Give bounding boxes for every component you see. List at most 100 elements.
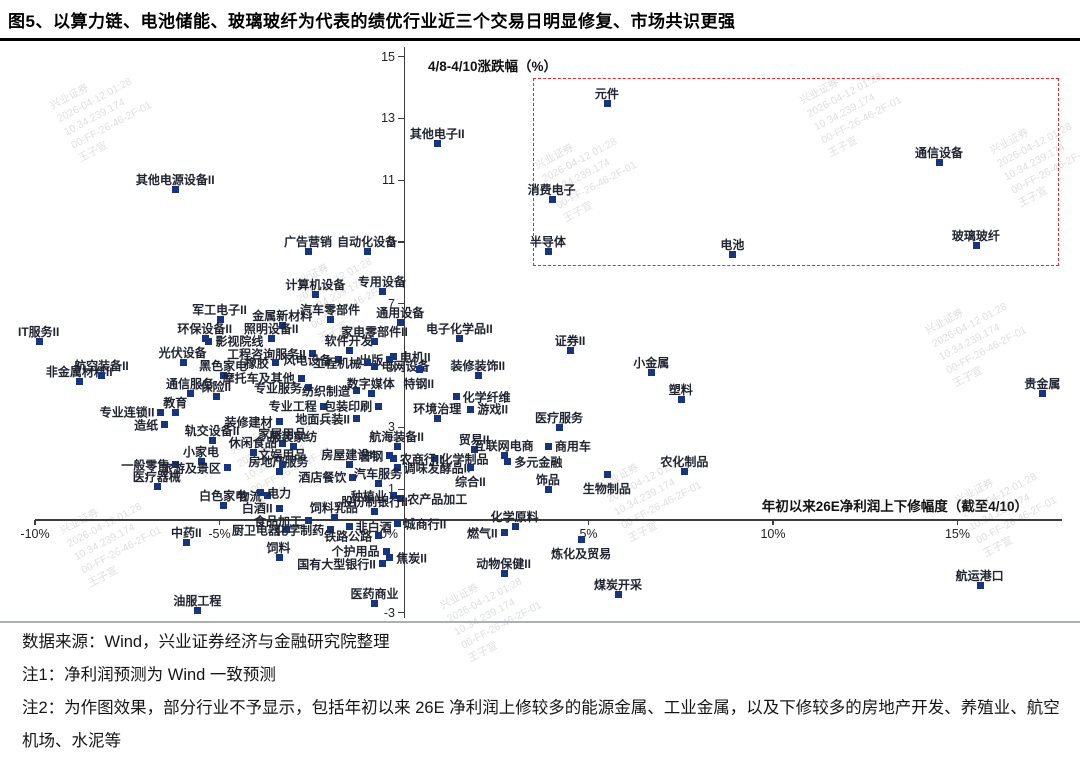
point-label: 电机II [399,350,431,365]
scatter-point [389,492,397,500]
point-label: 非金属材料II [45,364,113,379]
point-label: 一般零售 [121,458,170,473]
scatter-point [212,393,220,401]
scatter-point [467,405,475,413]
point-label: 其他电子II [409,127,465,142]
scatter-point [157,408,165,416]
scatter-point [500,452,508,460]
scatter-point [681,467,689,475]
chart-footer-divider [0,621,1080,623]
point-label: 铁路公路 [324,529,373,544]
y-tick-mark [398,179,404,181]
scatter-point [434,415,442,423]
scatter-point [205,337,213,345]
point-label: 国有大型银行II [297,557,376,572]
point-label: 特钢II [403,376,435,391]
scatter-point [603,470,611,478]
x-tick-mark [218,520,221,525]
scatter-point [183,538,191,546]
scatter-point [434,140,442,148]
point-label: 航海装备II [369,429,424,444]
point-label: 航空装备II [74,358,129,373]
point-label: 橡胶 [244,356,269,371]
scatter-point [327,526,335,534]
scatter-point [98,371,106,379]
point-label: 军工电子II [192,303,247,318]
point-label: 软件开发 [324,334,373,349]
point-label: 酒店餐饮 [298,470,347,485]
scatter-point [220,501,228,509]
point-label: 农化制品 [660,454,709,469]
scatter-point [319,402,327,410]
scatter-point [389,455,397,463]
y-tick-mark [398,426,404,428]
point-label: 服装家纺 [269,429,318,444]
point-label: 家电零部件II [341,324,408,339]
scatter-point [327,316,335,324]
y-tick-label: -3 [383,605,395,620]
scatter-point [223,464,231,472]
point-label: 贸易II [458,432,490,447]
point-label: 炼化及贸易 [551,546,612,561]
scatter-point [500,569,508,577]
scatter-point [179,359,187,367]
point-label: 造纸 [134,418,159,433]
point-label: 饰品 [535,473,560,488]
scatter-point [349,473,357,481]
point-label: 饲料 [266,541,291,556]
watermark: 兴业证券 2026-04-12 01:28 10.34.239.174 00-FF-2… [58,500,164,590]
point-label: 小金属 [633,355,670,370]
scatter-point [201,334,209,342]
point-label: 专用设备 [357,275,406,290]
scatter-point [371,600,379,608]
scatter-point [297,374,305,382]
scatter-point [371,362,379,370]
scatter-point [544,486,552,494]
y-tick-label: 13 [381,111,395,126]
point-label: 化学制药 [276,523,325,538]
point-label: 小家电 [183,445,220,460]
y-tick-label: 3 [388,420,395,435]
point-label: 白酒II [241,501,273,516]
y-tick-mark [398,612,404,614]
x-tick-mark [772,520,774,525]
y-tick-label: 7 [388,296,395,311]
y-axis-line [403,47,406,618]
point-label: 医疗服务 [534,411,583,426]
scatter-point [452,393,460,401]
scatter-point [578,535,586,543]
point-label: 生物制品 [582,481,631,496]
point-label: 光伏设备 [158,346,207,361]
point-label: 自动化设备 [337,235,398,250]
point-label: 影视院线 [215,334,264,349]
y-tick-mark [398,241,404,243]
scatter-point [1039,390,1047,398]
point-label: 种植业 [350,489,387,504]
point-label: 化学纤维 [462,390,511,405]
point-label: 多元金融 [514,455,563,470]
point-label: 焦炭II [396,551,427,566]
point-label: 专业连锁II [99,405,155,420]
scatter-point [544,442,552,450]
point-label: IT服务II [18,324,60,339]
point-label: 半导体 [529,235,566,250]
scatter-point [172,461,180,469]
point-label: 地面兵装II [295,412,351,427]
point-label: 油服工程 [173,593,222,608]
point-label: 广告营销 [284,235,333,250]
point-label: 专业服务 [254,381,303,396]
scatter-point [375,402,383,410]
x-axis-line [35,519,1062,521]
scatter-point [279,322,287,330]
scatter-point [504,458,512,466]
point-label: 航运港口 [955,568,1004,583]
point-label: 非白酒 [355,520,392,535]
scatter-point [364,359,372,367]
scatter-point [305,384,313,392]
scatter-point [198,458,206,466]
point-label: 电池 [720,238,745,253]
scatter-point [456,334,464,342]
point-label: 饲料乳品 [309,500,358,515]
y-tick-label: 5 [388,358,395,373]
point-label: 摩托车及其他 [222,371,295,386]
